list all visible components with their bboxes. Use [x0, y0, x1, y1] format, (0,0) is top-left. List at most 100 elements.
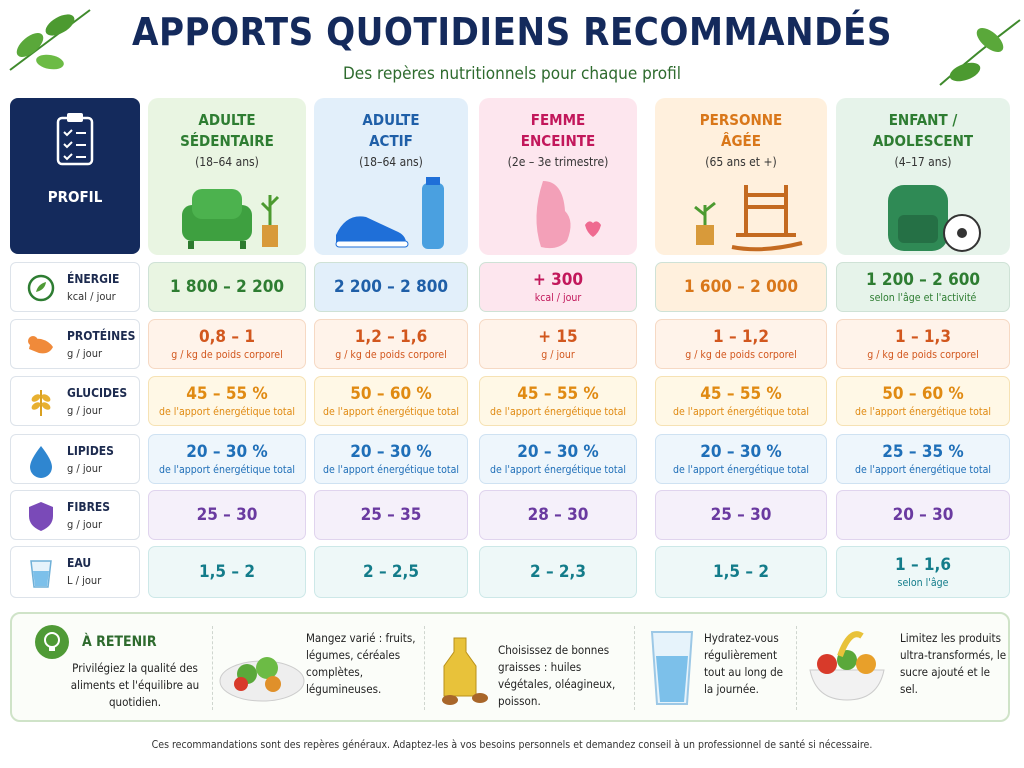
footer-note: Ces recommandations sont des repères gén… [151, 739, 873, 751]
leaves-left [9, 9, 91, 71]
water-icon [650, 631, 694, 705]
row-label: EAU L / jour [10, 546, 140, 598]
cell-value: 1 – 1,2 [712, 327, 770, 347]
row-label: PROTÉINES g / jour [10, 319, 140, 369]
value-cell: 2 – 2,5 [314, 546, 468, 598]
profile-card: ENFANT / ADOLESCENT (4–17 ans) [836, 98, 1010, 255]
cell-value: 1,5 – 2 [198, 562, 256, 582]
tip-4: Limitez les produits ultra-transformés, … [900, 631, 1007, 696]
value-cell: 25 – 35 % de l'apport énergétique total [836, 434, 1010, 484]
value-cell: + 300 kcal / jour [479, 262, 637, 312]
oil-icon [442, 637, 488, 705]
cell-value: 25 – 35 [360, 505, 422, 525]
row-label: FIBRES g / jour [10, 490, 140, 540]
cell-value: 1,5 – 2 [712, 562, 770, 582]
nutrient-icon [31, 390, 51, 416]
cell-note: de l'apport énergétique total [489, 406, 627, 418]
cell-note: g / kg de poids corporel [171, 349, 283, 361]
cell-value: 1 – 1,6 [894, 555, 952, 575]
value-cell: 1 200 – 2 600 selon l'âge et l'activité [836, 262, 1010, 312]
cell-note: g / jour [541, 349, 575, 361]
cell-note: de l'apport énergétique total [854, 406, 992, 418]
cell-value: 2 – 2,5 [362, 562, 420, 582]
cell-value: 1 – 1,3 [894, 327, 952, 347]
nutrient-unit: kcal / jour [67, 290, 116, 303]
profile-name: ADULTE ACTIF [362, 111, 420, 150]
tips-intro: Privilégiez la qualité des aliments et l… [70, 661, 200, 709]
cell-note: g / kg de poids corporel [685, 349, 797, 361]
value-cell: 20 – 30 [836, 490, 1010, 540]
profile-illustration [694, 185, 803, 252]
cell-note: de l'apport énergétique total [489, 464, 627, 476]
cell-value: 25 – 35 % [882, 442, 964, 462]
cell-value: 1 800 – 2 200 [169, 277, 285, 297]
nutrient-name: GLUCIDES [67, 386, 128, 400]
value-cell: 1 – 1,3 g / kg de poids corporel [836, 319, 1010, 369]
value-cell: 25 – 30 [148, 490, 306, 540]
cell-value: 1 200 – 2 600 [865, 270, 981, 290]
fruit-icon [809, 631, 885, 701]
cell-value: 25 – 30 [710, 505, 772, 525]
value-cell: 1,5 – 2 [148, 546, 306, 598]
nutrient-name: FIBRES [67, 500, 111, 514]
nutrient-icon [29, 502, 53, 531]
row-label: LIPIDES g / jour [10, 434, 140, 484]
row-label: ÉNERGIE kcal / jour [10, 262, 140, 312]
salad-icon [219, 657, 305, 702]
value-cell: 45 – 55 % de l'apport énergétique total [655, 376, 827, 426]
divider [212, 626, 213, 710]
cell-value: 25 – 30 [196, 505, 258, 525]
nutrient-icon [27, 274, 55, 302]
cell-note: selon l'âge [897, 577, 949, 589]
row-label: GLUCIDES g / jour [10, 376, 140, 426]
value-cell: 1 – 1,6 selon l'âge [836, 546, 1010, 598]
clipboard-icon [56, 113, 94, 166]
profile-detail: (2e – 3e trimestre) [507, 155, 609, 169]
nutrient-unit: L / jour [67, 574, 102, 587]
nutrient-name: ÉNERGIE [67, 272, 120, 286]
nutrient-name: PROTÉINES [67, 329, 136, 343]
cell-note: g / kg de poids corporel [335, 349, 447, 361]
cell-value: 50 – 60 % [350, 384, 432, 404]
profile-illustration [888, 185, 981, 252]
value-cell: 25 – 35 [314, 490, 468, 540]
nutrient-name: EAU [67, 556, 92, 570]
value-cell: 1,2 – 1,6 g / kg de poids corporel [314, 319, 468, 369]
cell-value: 28 – 30 [527, 505, 589, 525]
profile-name: PERSONNE ÂGÉE [699, 111, 783, 150]
nutrient-icon [28, 336, 53, 354]
cell-value: + 15 [538, 327, 578, 347]
bulb-icon [35, 625, 69, 659]
tip-3: Hydratez-vous régulièrement tout au long… [704, 631, 784, 696]
value-cell: 0,8 – 1 g / kg de poids corporel [148, 319, 306, 369]
cell-note: de l'apport énergétique total [322, 464, 460, 476]
value-cell: 20 – 30 % de l'apport énergétique total [655, 434, 827, 484]
cell-value: + 300 [532, 270, 584, 290]
profile-illustration [182, 189, 280, 249]
cell-note: de l'apport énergétique total [322, 406, 460, 418]
value-cell: 28 – 30 [479, 490, 637, 540]
nutrient-name: LIPIDES [67, 444, 114, 458]
cell-note: g / kg de poids corporel [867, 349, 979, 361]
cell-value: 45 – 55 % [700, 384, 782, 404]
value-cell: 1 600 – 2 000 [655, 262, 827, 312]
profile-card: PERSONNE ÂGÉE (65 ans et +) [655, 98, 827, 255]
cell-value: 2 200 – 2 800 [333, 277, 449, 297]
nutrient-unit: g / jour [67, 404, 103, 417]
value-cell: 50 – 60 % de l'apport énergétique total [836, 376, 1010, 426]
value-cell: 25 – 30 [655, 490, 827, 540]
cell-value: 20 – 30 % [517, 442, 599, 462]
divider [796, 626, 797, 710]
nutrient-unit: g / jour [67, 518, 103, 531]
cell-note: de l'apport énergétique total [158, 464, 296, 476]
cell-value: 20 – 30 % [700, 442, 782, 462]
cell-value: 1,2 – 1,6 [354, 327, 428, 347]
nutrient-icon [30, 560, 52, 588]
divider [634, 626, 635, 710]
value-cell: + 15 g / jour [479, 319, 637, 369]
profile-name: ADULTE SÉDENTAIRE [180, 111, 274, 150]
profile-name: ENFANT / ADOLESCENT [872, 111, 974, 150]
tips-box: À RETENIR Privilégiez la qualité des ali… [10, 612, 1010, 722]
profile-illustration [335, 177, 444, 249]
